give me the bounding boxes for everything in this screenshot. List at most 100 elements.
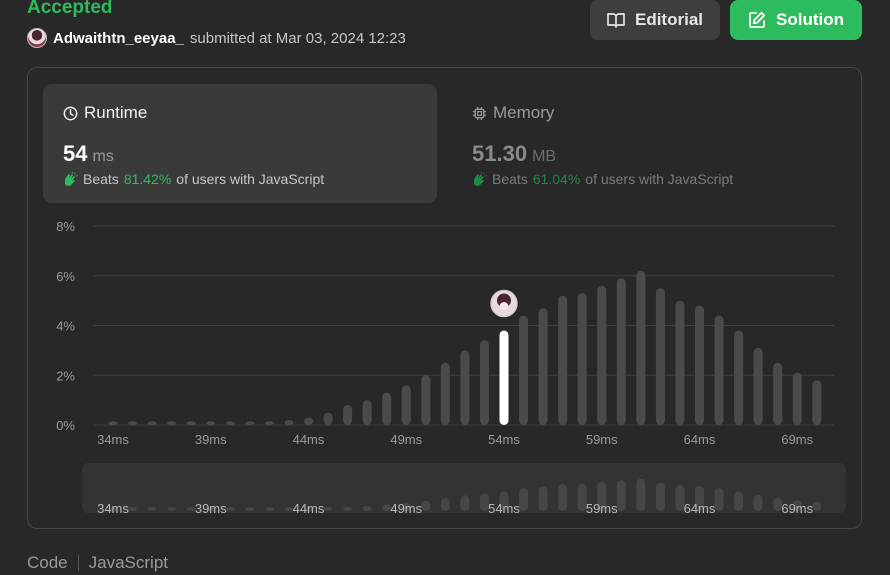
distribution-bar xyxy=(695,305,704,425)
overview-bar xyxy=(323,507,333,511)
distribution-bar xyxy=(519,315,529,425)
x-tick-label: 69ms xyxy=(781,432,813,447)
overview-bar xyxy=(792,500,802,511)
overview-strip xyxy=(82,463,846,513)
y-tick-label: 0% xyxy=(56,418,75,433)
distribution-bar xyxy=(655,288,665,425)
distribution-bar xyxy=(460,350,470,425)
overview-bar xyxy=(362,505,372,511)
solution-label: Solution xyxy=(776,10,844,29)
distribution-bar xyxy=(675,300,685,425)
runtime-card[interactable]: Runtime 54 ms Beats 81.42% of users with… xyxy=(43,84,437,203)
book-icon xyxy=(607,13,625,28)
overview-bar xyxy=(577,483,587,511)
solution-button[interactable]: Solution xyxy=(730,0,862,40)
overview-bar xyxy=(147,507,157,511)
distribution-bar xyxy=(753,347,763,425)
memory-beats-percent: 61.04% xyxy=(532,171,581,187)
overview-bar xyxy=(519,488,529,511)
overview-x-tick-label: 64ms xyxy=(684,501,716,516)
overview-bar xyxy=(616,480,626,511)
overview-bar xyxy=(440,498,450,511)
overview-x-tick-label: 39ms xyxy=(195,501,227,516)
runtime-beats-percent: 81.42% xyxy=(123,171,172,187)
overview-bar xyxy=(225,507,235,511)
chip-icon xyxy=(472,106,487,120)
editorial-label: Editorial xyxy=(634,10,703,29)
distribution-bar xyxy=(440,362,450,425)
memory-header: Memory xyxy=(472,103,554,123)
username-link[interactable]: Adwaithtn_eeyaa_ xyxy=(53,29,184,47)
distribution-bar xyxy=(421,375,431,425)
y-tick-label: 2% xyxy=(56,368,75,383)
clapping-hands-icon xyxy=(65,172,78,186)
overview-x-tick-label: 34ms xyxy=(97,501,129,516)
overview-bar xyxy=(753,494,763,511)
overview-bar xyxy=(460,495,470,511)
runtime-unit: ms xyxy=(92,148,114,165)
y-tick-label: 8% xyxy=(56,219,75,234)
distribution-bar xyxy=(479,340,489,425)
language-label[interactable]: JavaScript xyxy=(88,553,169,572)
distribution-bar xyxy=(323,412,333,425)
overview-x-tick-label: 54ms xyxy=(488,501,520,516)
distribution-bar xyxy=(636,270,646,425)
runtime-distribution-chart[interactable]: 0% 2% 4% 6% 8% 34ms 39ms 44ms 49ms 54ms 59ms 64ms 69… xyxy=(28,68,861,528)
distribution-bar xyxy=(773,362,783,425)
distribution-bar xyxy=(343,405,353,425)
code-section-header: Code JavaScript xyxy=(27,553,168,573)
distribution-bar xyxy=(734,330,744,425)
distribution-bar xyxy=(206,421,216,425)
clock-icon xyxy=(63,106,78,120)
memory-card[interactable]: Memory 51.30 MB Beats 61.04% of users wi… xyxy=(452,84,846,203)
distribution-bar xyxy=(245,421,255,425)
distribution-bar xyxy=(186,421,196,425)
distribution-bar xyxy=(382,392,392,425)
distribution-bar xyxy=(812,380,822,425)
user-avatar[interactable] xyxy=(27,28,47,48)
overview-bar xyxy=(538,486,548,511)
overview-x-tick-label: 44ms xyxy=(293,501,325,516)
distribution-bar xyxy=(167,421,177,425)
distribution-bar xyxy=(284,420,294,425)
memory-beats: Beats 61.04% of users with JavaScript xyxy=(472,171,733,187)
overview-bar xyxy=(773,498,783,511)
memory-title: Memory xyxy=(493,103,555,122)
overview-bar xyxy=(245,507,255,511)
memory-beats-suffix: of users with JavaScript xyxy=(585,171,734,187)
distribution-bar xyxy=(577,293,587,425)
overview-bar xyxy=(499,491,509,511)
runtime-beats-label: Beats xyxy=(83,171,119,187)
y-tick-label: 4% xyxy=(56,319,75,334)
selected-bar xyxy=(499,330,509,425)
memory-number: 51.30 xyxy=(472,141,528,166)
overview-bar xyxy=(343,506,353,511)
overview-bar xyxy=(734,491,744,511)
memory-unit: MB xyxy=(532,148,557,165)
code-label: Code xyxy=(27,553,68,572)
avatar-face xyxy=(499,301,509,311)
submitted-at-text: submitted at Mar 03, 2024 12:23 xyxy=(189,29,406,47)
overview-bar xyxy=(714,488,724,511)
overview-bar xyxy=(812,501,822,511)
x-tick-label: 54ms xyxy=(488,432,520,447)
editorial-button[interactable]: Editorial xyxy=(590,0,720,40)
distribution-bar xyxy=(108,421,118,425)
overview-bar xyxy=(421,500,431,511)
divider xyxy=(77,555,79,571)
runtime-value: 54 ms xyxy=(63,141,114,167)
overview-bar xyxy=(167,507,177,511)
x-tick-label: 59ms xyxy=(586,432,618,447)
edit-icon xyxy=(749,11,766,28)
overview-bar xyxy=(284,507,294,511)
distribution-bar xyxy=(597,285,607,425)
overview-bar xyxy=(128,507,138,511)
overview-bar xyxy=(636,478,646,511)
overview-x-tick-label: 49ms xyxy=(390,501,422,516)
x-tick-label: 49ms xyxy=(390,432,422,447)
distribution-bar xyxy=(558,295,568,425)
submission-status: Accepted xyxy=(27,0,113,18)
overview-x-tick-label: 69ms xyxy=(781,501,813,516)
overview-bar xyxy=(186,507,196,511)
overview-bar xyxy=(108,507,118,511)
